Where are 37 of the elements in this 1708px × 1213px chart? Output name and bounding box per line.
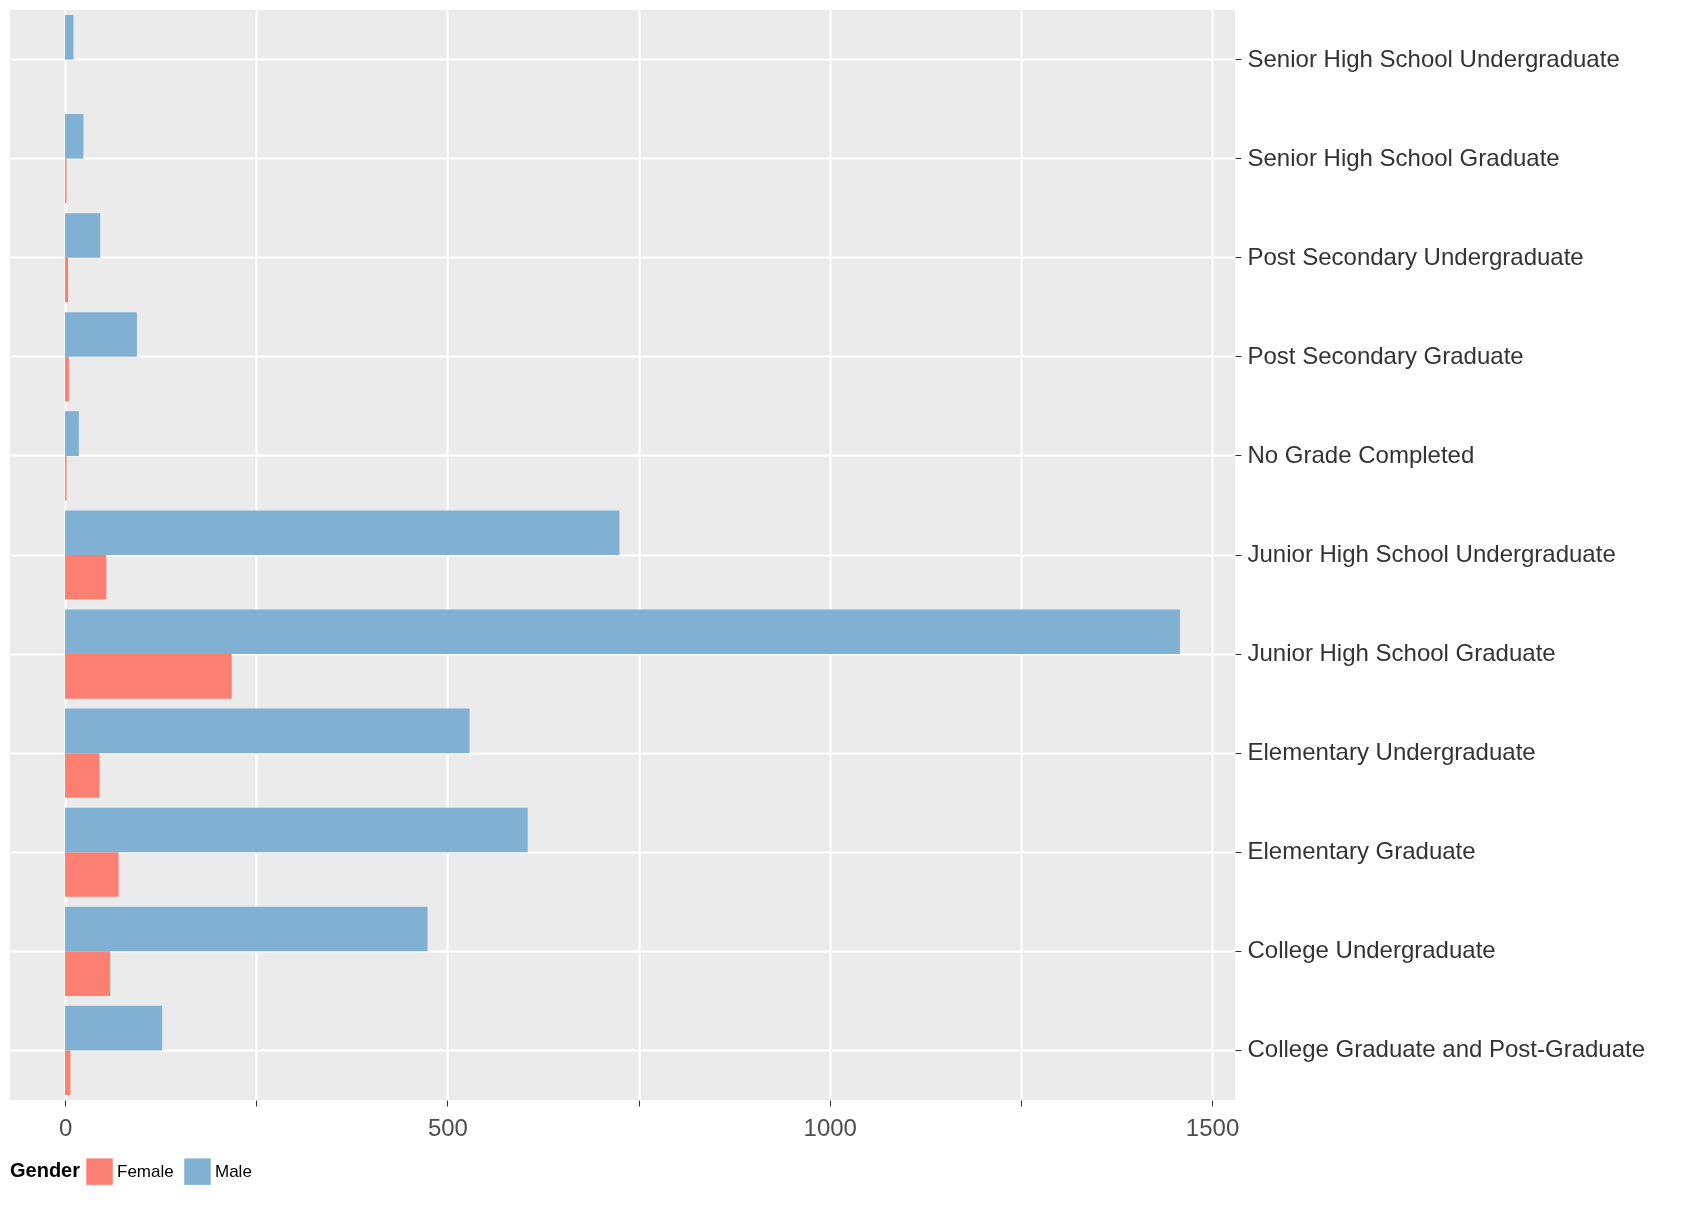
x-tick-label: 1500 (1185, 1113, 1240, 1141)
bar (65, 555, 107, 600)
y-tick-label: Elementary Undergraduate (1247, 738, 1536, 766)
y-tick-label: Junior High School Graduate (1247, 639, 1556, 667)
bar (65, 753, 100, 798)
bar (65, 807, 528, 853)
legend-label: Male (215, 1161, 252, 1181)
bar (65, 852, 119, 897)
x-tick-label: 500 (427, 1113, 468, 1141)
bar (65, 906, 428, 952)
bar (65, 14, 74, 60)
bar (65, 114, 84, 159)
bar (65, 1050, 71, 1096)
legend-label: Female (117, 1161, 174, 1181)
y-tick-label: Elementary Graduate (1247, 837, 1476, 865)
y-tick-label: Senior High School Graduate (1247, 143, 1560, 171)
y-tick-label: Senior High School Undergraduate (1247, 44, 1620, 72)
y-tick-label: College Graduate and Post-Graduate (1247, 1035, 1646, 1063)
bar (65, 654, 232, 699)
legend-title: Gender (10, 1159, 81, 1181)
y-tick-label: Junior High School Undergraduate (1247, 540, 1616, 567)
bar (65, 1005, 163, 1051)
x-tick-label: 0 (58, 1113, 73, 1141)
y-tick-label: Post Secondary Undergraduate (1247, 242, 1584, 270)
y-tick-label: College Undergraduate (1247, 936, 1496, 964)
bar (65, 609, 1180, 655)
x-tick-label: 1000 (803, 1113, 857, 1141)
bar (65, 213, 101, 258)
bar (65, 411, 79, 456)
bar (65, 708, 470, 754)
bar (65, 257, 69, 303)
y-tick-label: No Grade Completed (1247, 440, 1475, 468)
y-tick-label: Post Secondary Graduate (1247, 341, 1524, 369)
bar (65, 356, 69, 402)
bar (65, 951, 111, 996)
bar (65, 312, 137, 357)
bar (65, 510, 620, 555)
